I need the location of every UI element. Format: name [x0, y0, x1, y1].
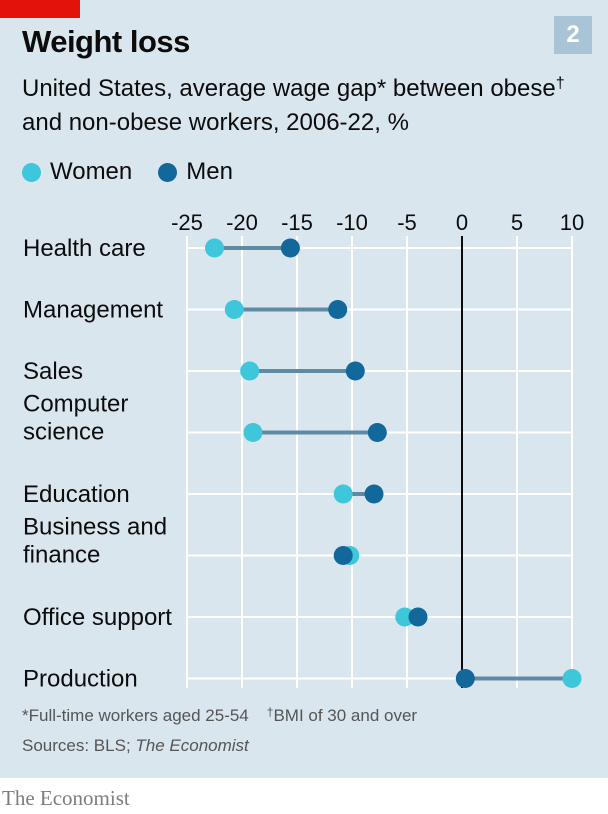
point-women: [240, 361, 260, 381]
point-men: [367, 423, 387, 442]
legend-swatch-women: [22, 162, 41, 182]
x-tick-label: -25: [171, 210, 203, 235]
footnote-bmi: BMI of 30 and over: [273, 706, 418, 725]
category-label: Business and: [23, 514, 167, 541]
category-label: finance: [23, 542, 100, 569]
point-men: [364, 484, 384, 504]
point-women: [395, 607, 415, 627]
chart-subtitle: United States, average wage gap* between…: [22, 72, 582, 140]
category-label: Computer: [23, 391, 128, 418]
point-women: [562, 669, 582, 688]
sources-italic: The Economist: [135, 736, 249, 755]
x-tick-label: -5: [397, 210, 417, 235]
category-label: Education: [23, 481, 130, 508]
point-men: [455, 669, 475, 688]
sources: Sources: BLS; The Economist: [22, 736, 249, 756]
chart-panel: [0, 0, 608, 778]
footnote: *Full-time workers aged 25-54 †BMI of 30 …: [22, 706, 417, 726]
point-women: [243, 423, 263, 442]
legend-item-men: Men: [158, 158, 233, 186]
x-tick-label: 10: [560, 210, 584, 235]
x-tick-label: -15: [281, 210, 313, 235]
sources-prefix: Sources: BLS;: [22, 736, 136, 755]
x-tick-label: -10: [336, 210, 368, 235]
point-men: [280, 238, 300, 258]
x-tick-label: 0: [456, 210, 468, 235]
chart-number-badge: 2: [554, 16, 592, 54]
legend-label-men: Men: [186, 158, 233, 185]
point-women: [333, 484, 353, 504]
x-tick-label: -20: [226, 210, 258, 235]
footnote-dagger: †: [266, 705, 274, 719]
subtitle-text: United States, average wage gap* between…: [22, 75, 556, 102]
point-women: [205, 238, 224, 258]
x-tick-label: 5: [511, 210, 523, 235]
subtitle-text-end: and non-obese workers, 2006-22, %: [22, 109, 409, 136]
category-label: Sales: [23, 358, 83, 385]
legend-swatch-men: [158, 162, 178, 182]
category-label: Office support: [23, 604, 172, 631]
category-label: Health care: [23, 235, 146, 262]
category-label: Management: [23, 297, 163, 324]
dagger-mark: †: [555, 75, 565, 92]
footnote-fulltime: *Full-time workers aged 25-54: [22, 706, 249, 725]
point-men: [408, 607, 428, 627]
category-label: Production: [23, 666, 138, 693]
legend-label-women: Women: [50, 158, 133, 185]
chart-title: Weight loss: [22, 24, 190, 59]
category-label: science: [23, 419, 104, 446]
brand-red-tag: [0, 0, 80, 18]
point-women: [224, 300, 244, 319]
legend: Women Men: [22, 158, 259, 186]
point-men: [345, 361, 365, 381]
point-men: [333, 546, 353, 565]
point-men: [328, 300, 348, 319]
dumbbell-chart: -25 -20 -15 -10 -5 0 5 10 Health care Management S…: [23, 210, 584, 693]
brand-wordmark: The Economist: [2, 786, 130, 810]
legend-item-women: Women: [22, 158, 132, 186]
